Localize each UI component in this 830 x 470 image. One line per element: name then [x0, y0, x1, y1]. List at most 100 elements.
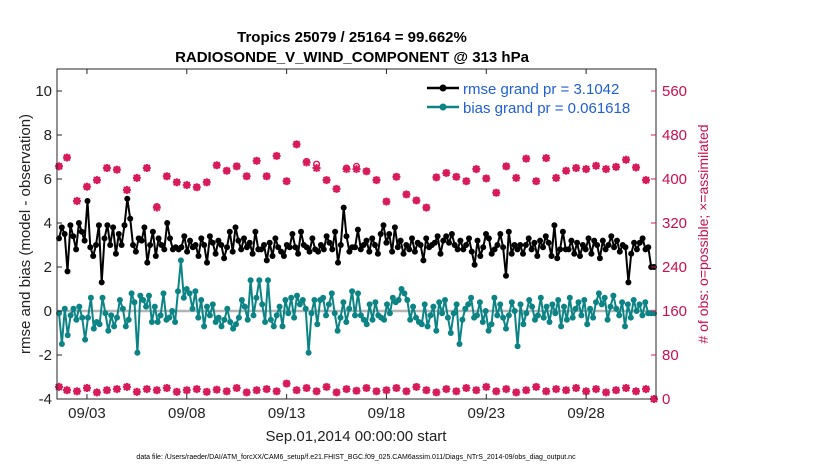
bias-data-point	[267, 316, 274, 323]
obs-low-assimilated-marker-d2	[73, 387, 81, 396]
bias-data-point	[523, 310, 530, 317]
rmse-data-point	[70, 233, 77, 240]
rmse-data-point	[528, 246, 535, 253]
rmse-data-point	[500, 244, 507, 251]
rmse-data-point	[374, 250, 381, 257]
rmse-data-point	[138, 237, 145, 244]
y-right-tick-label: 240	[662, 259, 687, 276]
obs-assimilated-marker-d2	[542, 154, 550, 162]
bias-data-point	[166, 314, 173, 321]
rmse-data-point	[594, 242, 601, 248]
bias-data-point	[256, 277, 263, 284]
bias-data-point	[186, 290, 193, 297]
chart-title-line1: Tropics 25079 / 25164 = 99.662%	[237, 29, 467, 46]
rmse-data-point	[440, 237, 447, 244]
y-right-tick-label: 400	[662, 171, 687, 188]
rmse-data-point	[206, 233, 213, 240]
rmse-data-point	[232, 224, 239, 231]
obs-assimilated-marker	[472, 165, 481, 174]
bias-data-point	[595, 290, 602, 297]
rmse-data-point	[81, 237, 88, 244]
bias-data-point	[204, 303, 210, 310]
bias-data-point	[479, 319, 486, 325]
rmse-data-point	[423, 235, 430, 242]
rmse-data-point	[463, 242, 470, 248]
rmse-data-point	[625, 279, 632, 286]
bias-data-point	[442, 297, 448, 303]
bias-data-point	[305, 349, 312, 356]
obs-assimilated-marker	[122, 186, 131, 194]
obs-assimilated-marker	[362, 167, 371, 176]
bias-data-point	[384, 301, 390, 308]
obs-low-assimilated-marker-d2	[123, 383, 131, 391]
rmse-data-point	[261, 242, 267, 248]
obs-low-assimilated-marker	[202, 387, 211, 396]
obs-assimilated-marker-d2	[322, 176, 331, 184]
obs-low-assimilated-marker	[442, 385, 451, 394]
obs-low-assimilated-marker	[352, 386, 361, 395]
obs-low-assimilated-marker-d2	[582, 387, 590, 396]
rmse-data-point	[574, 239, 581, 246]
rmse-data-point	[226, 228, 233, 235]
rmse-data-point	[144, 259, 151, 266]
obs-assimilated-marker	[572, 164, 581, 172]
obs-assimilated-marker	[522, 154, 531, 163]
bias-data-point	[558, 323, 565, 330]
rmse-data-point	[633, 246, 640, 253]
obs-low-assimilated-marker-d2	[242, 388, 251, 397]
rmse-data-point	[614, 237, 620, 244]
obs-low-assimilated-marker	[182, 386, 191, 395]
rmse-data-point	[446, 239, 452, 246]
rmse-data-point	[354, 226, 361, 233]
obs-low-assimilated-marker	[412, 382, 421, 391]
bias-data-point	[108, 312, 115, 319]
obs-low-assimilated-marker	[472, 386, 481, 395]
rmse-data-point	[403, 242, 410, 248]
obs-assimilated-marker-d2	[482, 174, 490, 183]
bias-data-point	[302, 305, 309, 312]
rmse-data-point	[64, 268, 71, 275]
obs-low-assimilated-marker	[92, 388, 101, 397]
bias-data-point	[250, 312, 257, 319]
obs-low-assimilated-marker	[232, 384, 241, 392]
obs-low-assimilated-marker	[242, 388, 251, 397]
obs-low-assimilated-marker	[422, 386, 431, 395]
rmse-data-point	[585, 235, 592, 242]
obs-low-assimilated-marker-d2	[113, 385, 121, 393]
obs-low-assimilated-marker	[342, 385, 351, 394]
bias-data-point	[215, 314, 222, 321]
bias-data-point	[79, 314, 86, 321]
obs-assimilated-marker-d2	[342, 165, 351, 173]
bias-data-point	[294, 292, 300, 299]
obs-low-assimilated-marker-d2	[133, 388, 141, 396]
rmse-data-point	[548, 253, 555, 259]
obs-low-assimilated-marker	[452, 387, 461, 396]
obs-assimilated-marker	[452, 172, 461, 181]
bias-data-point	[334, 327, 341, 334]
rmse-data-point	[454, 246, 461, 253]
x-tick-label: 09/28	[567, 405, 605, 422]
data-file-footer: data file: /Users/raeder/DAI/ATM_forcXX/…	[136, 454, 576, 461]
obs-low-assimilated-marker	[372, 387, 381, 396]
rmse-data-point	[383, 239, 390, 246]
obs-low-assimilated-marker-d2	[382, 386, 391, 394]
bias-data-point	[148, 319, 155, 325]
bias-data-point	[323, 312, 329, 319]
bias-data-point	[552, 310, 559, 317]
rmse-data-point	[540, 244, 546, 251]
rmse-data-point	[420, 257, 427, 264]
bias-data-point	[398, 286, 405, 292]
rmse-data-point	[357, 246, 364, 253]
obs-assimilated-marker	[152, 203, 161, 212]
bias-data-point	[183, 286, 190, 292]
obs-low-assimilated-marker	[562, 386, 571, 395]
rmse-data-point	[389, 248, 396, 255]
bias-data-point	[355, 290, 361, 297]
rmse-data-point	[212, 250, 219, 257]
rmse-data-point	[517, 242, 524, 248]
obs-assimilated-marker	[382, 197, 391, 206]
obs-assimilated-marker	[132, 173, 141, 182]
obs-low-assimilated-marker-d2	[512, 388, 520, 397]
rmse-data-point	[468, 248, 475, 255]
obs-assimilated-marker-d2	[562, 167, 570, 175]
